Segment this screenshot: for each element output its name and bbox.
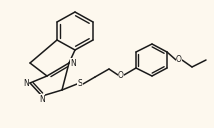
Text: N: N bbox=[23, 78, 29, 88]
Text: O: O bbox=[118, 71, 124, 79]
Text: N: N bbox=[39, 94, 45, 104]
Text: N: N bbox=[70, 58, 76, 67]
Text: S: S bbox=[78, 79, 82, 88]
Text: O: O bbox=[176, 56, 182, 65]
